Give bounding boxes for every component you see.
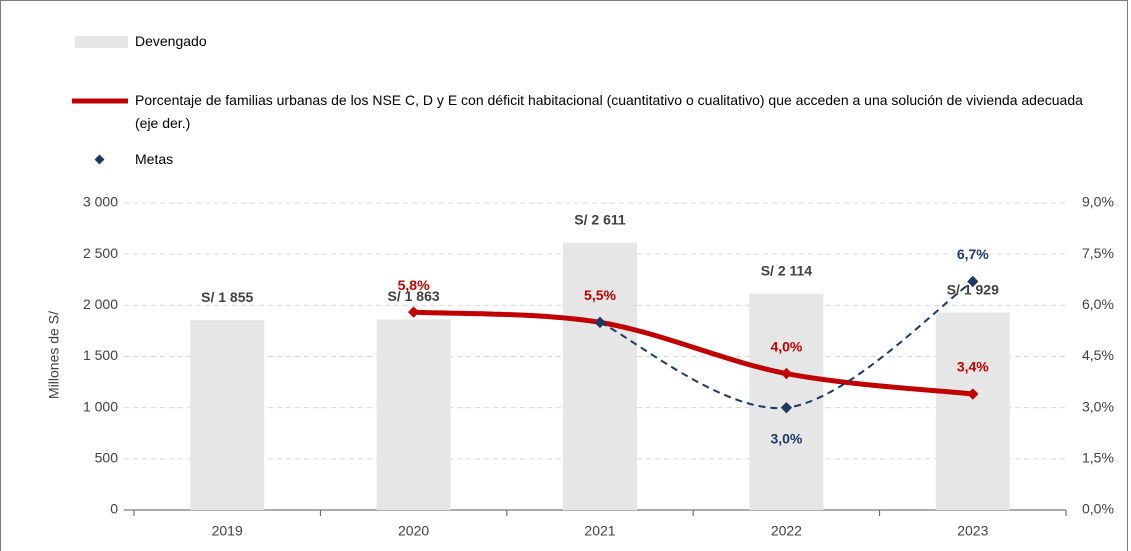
bar-label: S/ 1 929	[947, 281, 999, 297]
y-axis-title: Millones de S/	[46, 311, 62, 399]
y-tick-label: 1 500	[83, 347, 118, 363]
marker	[594, 316, 606, 329]
line	[413, 309, 974, 397]
data-label: 5,5%	[584, 287, 616, 303]
marker	[407, 306, 420, 318]
data-label: 3,0%	[770, 430, 802, 446]
legend-label: Devengado	[135, 33, 207, 49]
y-tick-label: 2 500	[83, 245, 118, 261]
y2-tick-label: 4,5%	[1082, 347, 1114, 363]
y2-tick-label: 7,5%	[1082, 245, 1114, 261]
bar-label: S/ 2 611	[574, 212, 626, 228]
y-tick-label: 0	[110, 501, 118, 517]
y-tick-label: 500	[95, 450, 119, 466]
y2-tick-label: 1,5%	[1082, 450, 1114, 466]
bar	[190, 320, 265, 510]
x-tick-label: 2021	[584, 523, 615, 539]
legend-label: Metas	[135, 151, 174, 167]
y2-tick-label: 6,0%	[1082, 296, 1114, 312]
bar	[749, 293, 824, 510]
y2-tick-label: 3,0%	[1082, 398, 1114, 414]
bar	[563, 242, 637, 510]
marker	[780, 367, 793, 380]
legend-swatch	[75, 36, 128, 48]
bar-label: S/ 2 114	[761, 262, 813, 278]
bar-label: S/ 1 863	[388, 288, 440, 304]
data-label: 5,8%	[398, 277, 430, 293]
y-tick-label: 2 000	[83, 296, 118, 312]
data-label: 6,7%	[957, 246, 989, 262]
data-label: 3,4%	[957, 359, 989, 375]
marker	[780, 402, 793, 414]
legend-swatch	[94, 154, 105, 165]
y2-tick-label: 9,0%	[1082, 194, 1114, 210]
x-tick-label: 2023	[957, 523, 988, 539]
bar	[376, 319, 451, 510]
x-tick-label: 2019	[212, 523, 243, 539]
x-tick-label: 2020	[398, 523, 429, 539]
legend-label: Porcentaje de familias urbanas de los NS…	[135, 92, 1083, 131]
marker	[967, 388, 979, 400]
y2-tick-label: 0,0%	[1082, 501, 1114, 517]
x-tick-label: 2022	[771, 523, 802, 539]
data-label: 4,0%	[770, 338, 802, 354]
y-tick-label: 3 000	[83, 194, 118, 210]
bar	[935, 312, 1010, 510]
y-tick-label: 1 000	[83, 398, 118, 414]
marker	[967, 275, 979, 288]
bar-label: S/ 1 855	[201, 289, 253, 305]
